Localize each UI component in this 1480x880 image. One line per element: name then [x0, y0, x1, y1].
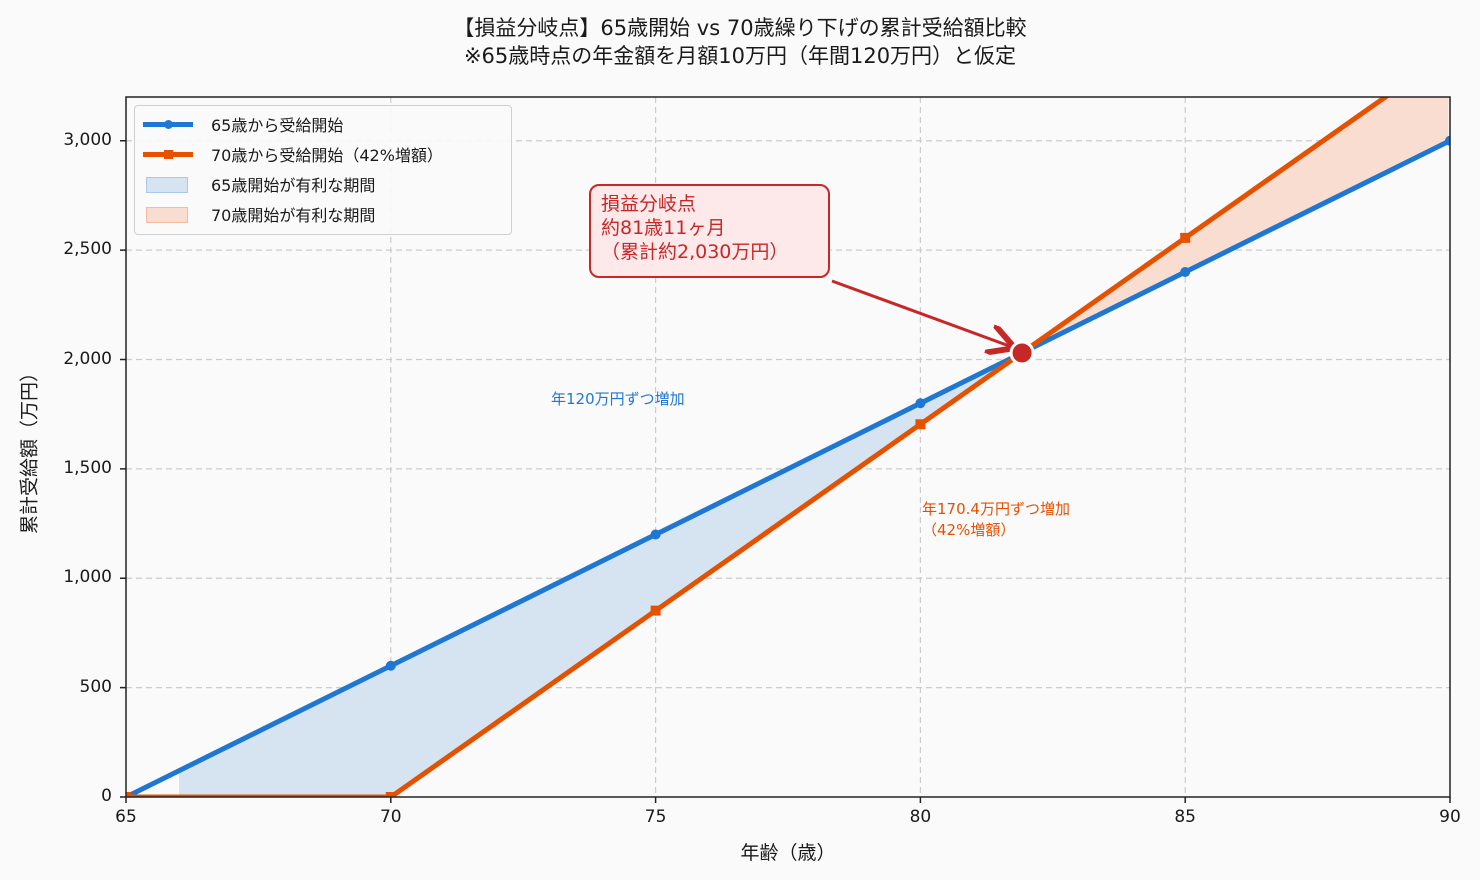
line-70 [126, 97, 1390, 797]
marker-70 [126, 792, 131, 797]
chart-title-line1: 【損益分岐点】65歳開始 vs 70歳繰り下げの累計受給額比較 [453, 16, 1027, 40]
x-tick-label: 65 [115, 807, 137, 827]
legend-item-70: 70歳から受給開始（42%増額） [143, 140, 443, 168]
chart-title-line2: ※65歳時点の年金額を月額10万円（年間120万円）と仮定 [463, 44, 1017, 68]
plot-frame [125, 96, 1451, 798]
legend-item-70-advantage: 70歳開始が有利な期間 [143, 200, 375, 228]
legend-line-blue-icon [143, 113, 193, 135]
legend-fill-blue-icon [143, 173, 193, 195]
marker-65 [1180, 267, 1191, 277]
x-tick-label: 75 [644, 807, 667, 827]
y-tick-label: 2,500 [63, 239, 112, 260]
legend: 65歳から受給開始 70歳から受給開始（42%増額） 65歳開始が有利な期間 7… [134, 105, 512, 235]
legend-line-orange-icon [143, 143, 193, 165]
y-axis-label: 累計受給額（万円） [18, 363, 41, 535]
annotation-arrow [831, 279, 1012, 347]
fill-65-advantage [178, 353, 1022, 797]
y-tick-label: 500 [79, 676, 112, 697]
axis-ticks [120, 140, 1451, 803]
marker-70 [1180, 232, 1191, 243]
x-tick-label: 85 [1174, 807, 1196, 827]
legend-item-65-advantage: 65歳開始が有利な期間 [143, 170, 375, 198]
line-65 [126, 138, 1450, 797]
legend-label: 65歳開始が有利な期間 [211, 176, 376, 195]
annotation-line: （累計約2,030万円） [601, 241, 789, 263]
annotation-line: 約81歳11ヶ月 [601, 217, 726, 239]
legend-fill-orange-icon [143, 203, 193, 225]
x-tick-label: 80 [909, 807, 932, 827]
breakeven-annotation: 損益分岐点 約81歳11ヶ月 （累計約2,030万円） [589, 184, 830, 278]
note-70-increment-line1: 年170.4万円ずつ増加 [922, 500, 1070, 518]
marker-70 [915, 419, 926, 430]
marker-65 [650, 529, 661, 540]
marker-70 [385, 792, 396, 797]
legend-item-65: 65歳から受給開始 [143, 110, 343, 138]
y-tick-label: 1,500 [63, 457, 112, 478]
x-axis-label: 年齢（歳） [740, 842, 836, 864]
legend-label: 70歳開始が有利な期間 [211, 206, 376, 225]
marker-65 [385, 660, 396, 671]
y-tick-label: 1,000 [63, 567, 112, 588]
advantage-fills [178, 97, 1449, 797]
marker-65 [1445, 135, 1450, 146]
y-tick-label: 0 [101, 786, 112, 806]
fill-70-advantage [1022, 97, 1449, 353]
legend-label: 70歳から受給開始（42%増額） [211, 146, 443, 165]
series-lines [126, 97, 1450, 797]
y-tick-label: 3,000 [63, 129, 112, 150]
legend-label: 65歳から受給開始 [211, 116, 344, 135]
note-65-increment: 年120万円ずつ増加 [551, 390, 685, 408]
x-tick-label: 90 [1439, 807, 1461, 827]
x-tick-label: 70 [379, 807, 402, 827]
note-70-increment-line2: （42%増額） [922, 521, 1016, 539]
marker-70 [650, 605, 661, 616]
annotation-line: 損益分岐点 [601, 193, 697, 215]
breakeven-point [1009, 340, 1035, 366]
y-tick-label: 2,000 [63, 348, 112, 369]
marker-65 [915, 398, 926, 409]
